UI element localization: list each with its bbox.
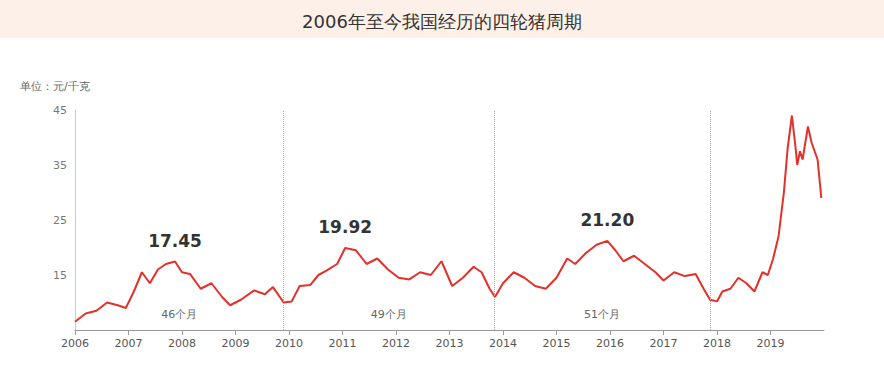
svg-text:2012: 2012 (382, 337, 410, 350)
svg-text:2019: 2019 (757, 337, 785, 350)
svg-text:21.20: 21.20 (580, 210, 634, 230)
svg-text:45: 45 (53, 104, 67, 117)
svg-text:2010: 2010 (275, 337, 303, 350)
svg-text:51个月: 51个月 (584, 308, 620, 321)
svg-text:2011: 2011 (329, 337, 357, 350)
svg-text:25: 25 (53, 214, 67, 227)
svg-text:2008: 2008 (168, 337, 196, 350)
svg-text:2014: 2014 (489, 337, 517, 350)
svg-text:19.92: 19.92 (318, 217, 372, 237)
svg-text:2009: 2009 (222, 337, 250, 350)
svg-text:2006年至今我国经历的四轮猪周期: 2006年至今我国经历的四轮猪周期 (302, 11, 582, 32)
svg-text:2016: 2016 (596, 337, 624, 350)
svg-text:17.45: 17.45 (148, 231, 202, 251)
svg-text:46个月: 46个月 (161, 308, 197, 321)
svg-text:15: 15 (53, 269, 67, 282)
svg-text:49个月: 49个月 (371, 308, 407, 321)
svg-text:2018: 2018 (703, 337, 731, 350)
svg-text:35: 35 (53, 159, 67, 172)
svg-text:2013: 2013 (436, 337, 464, 350)
svg-text:2007: 2007 (115, 337, 143, 350)
svg-text:2006: 2006 (61, 337, 89, 350)
svg-text:单位：元/千克: 单位：元/千克 (20, 80, 90, 93)
svg-text:2017: 2017 (650, 337, 678, 350)
svg-text:2015: 2015 (543, 337, 571, 350)
